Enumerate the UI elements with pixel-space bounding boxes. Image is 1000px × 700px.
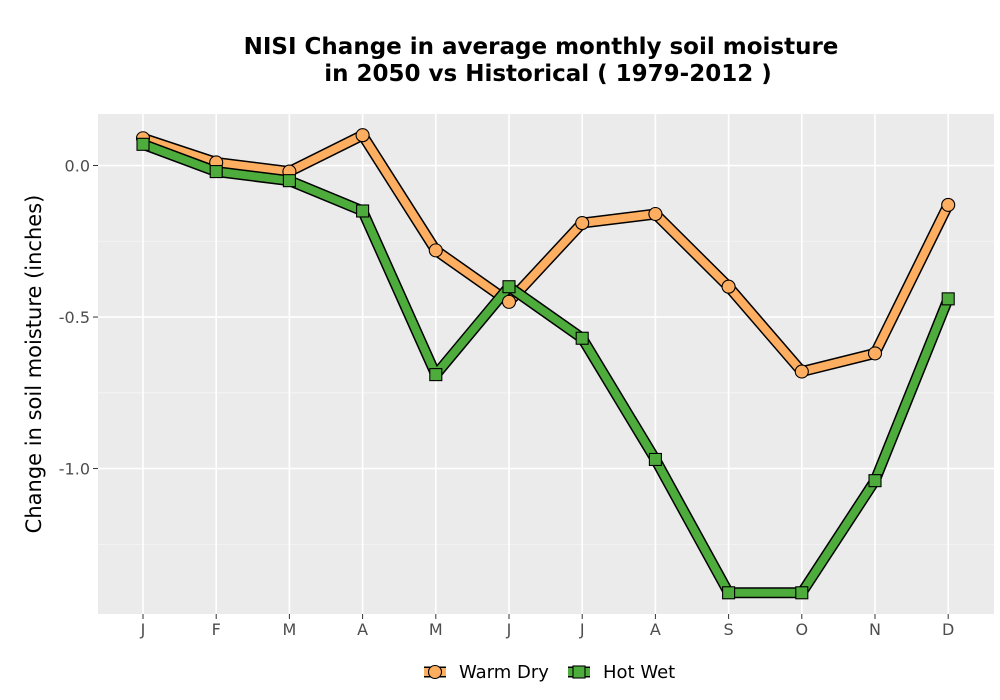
x-tick-label: N (869, 620, 881, 639)
legend-key-circle (427, 664, 443, 680)
chart-title: NISI Change in average monthly soil mois… (244, 34, 839, 87)
data-point-square (429, 368, 443, 382)
x-tick-label: A (650, 620, 661, 639)
data-point-square (648, 452, 662, 467)
data-point-circle (794, 364, 809, 379)
x-tick-label: M (429, 620, 443, 639)
series-line (139, 131, 953, 376)
data-point-circle (941, 197, 956, 212)
series-line (139, 140, 953, 597)
legend-key-square (572, 665, 586, 679)
x-tick-label: A (357, 620, 368, 639)
x-tick-label: S (724, 620, 734, 639)
data-point-square (136, 137, 150, 151)
x-tick-label: D (942, 620, 954, 639)
minor-gridlines (98, 240, 994, 545)
y-axis: 0.0 -0.5 -1.0 (59, 157, 98, 479)
data-point-square (941, 292, 955, 306)
data-point-circle (355, 128, 370, 143)
y-axis-label: Change in soil moisture (inches) (22, 195, 46, 534)
data-point-square (575, 331, 589, 345)
x-tick-label: F (212, 620, 221, 639)
series-lines (137, 129, 954, 599)
legend-item: Warm Dry (424, 662, 549, 683)
y-tick-label: -1.0 (59, 460, 90, 479)
plot-panel (98, 114, 994, 614)
series-markers (135, 128, 956, 600)
chart-title-line-2: in 2050 vs Historical ( 1979-2012 ) (324, 61, 771, 87)
x-tick-label: J (140, 620, 146, 639)
data-point-circle (428, 243, 443, 258)
data-point-square (868, 474, 882, 488)
data-point-circle (648, 206, 663, 222)
data-point-square (722, 586, 736, 600)
legend: Warm Dry Hot Wet (424, 662, 675, 683)
data-point-circle (575, 216, 590, 231)
y-tick-label: 0.0 (65, 157, 90, 176)
data-point-circle (867, 346, 883, 361)
data-point-circle (721, 279, 736, 294)
data-point-square (795, 586, 809, 600)
data-point-square (282, 174, 296, 188)
chart-title-line-1: NISI Change in average monthly soil mois… (244, 34, 839, 60)
y-tick-label: -0.5 (59, 308, 90, 327)
x-tick-label: M (282, 620, 296, 639)
x-tick-label: J (579, 620, 585, 639)
data-point-square (356, 204, 370, 218)
x-tick-label: O (796, 620, 809, 639)
data-point-circle (501, 294, 517, 309)
data-point-square (209, 165, 223, 179)
legend-label: Warm Dry (459, 662, 549, 683)
data-point-square (502, 280, 516, 294)
x-tick-label: J (506, 620, 512, 639)
legend-label: Hot Wet (603, 662, 675, 683)
legend-item: Hot Wet (568, 662, 675, 683)
